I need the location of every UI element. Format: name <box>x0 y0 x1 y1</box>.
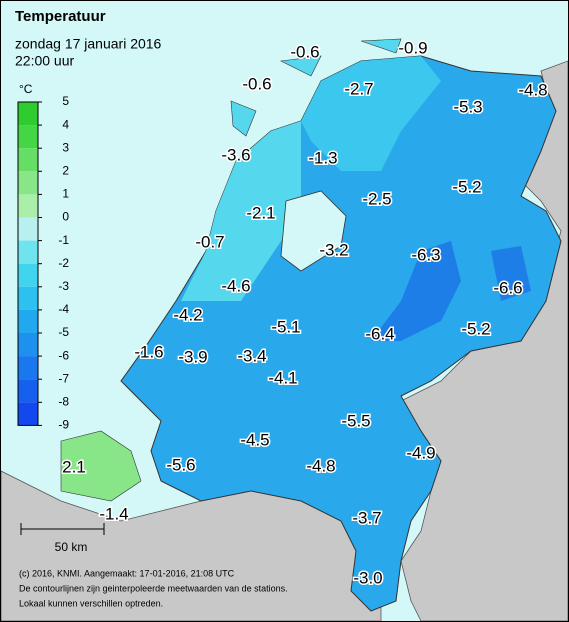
legend-swatch <box>18 194 38 218</box>
station-value: -2.1 <box>246 203 275 222</box>
legend-tick-label: -3 <box>58 279 69 293</box>
legend-tick-label: -2 <box>58 256 69 270</box>
title: Temperatuur <box>15 8 106 25</box>
legend-tick-label: 2 <box>62 163 69 177</box>
contour-zone <box>371 241 461 341</box>
legend-tick-label: -7 <box>58 371 69 385</box>
station-value: -5.2 <box>452 177 481 196</box>
station-value: -3.9 <box>178 347 207 366</box>
station-value: -3.2 <box>319 240 348 259</box>
station-value: -3.6 <box>221 145 250 164</box>
legend-tick-label: -1 <box>58 233 69 247</box>
legend-swatch <box>18 217 38 241</box>
legend-swatch <box>18 102 38 126</box>
legend-tick-label: 5 <box>62 94 69 108</box>
station-value: -2.5 <box>362 189 391 208</box>
station-value: -4.8 <box>306 456 335 475</box>
station-value: -4.2 <box>173 305 202 324</box>
legend-swatch <box>18 240 38 264</box>
legend-tick-label: -6 <box>58 348 69 362</box>
station-value: -4.9 <box>406 443 435 462</box>
station-value: -3.7 <box>352 508 381 527</box>
legend-tick-label: -4 <box>58 302 69 316</box>
station-value: -5.1 <box>271 317 300 336</box>
legend-swatch <box>18 402 38 426</box>
station-value: -6.3 <box>411 245 440 264</box>
legend-swatch <box>18 309 38 333</box>
station-value: -0.6 <box>290 42 319 61</box>
footer-line: Lokaal kunnen verschillen optreden. <box>19 598 163 608</box>
station-value: -5.2 <box>461 319 490 338</box>
station-value: -2.7 <box>344 79 373 98</box>
zeeland <box>60 430 142 502</box>
legend-tick-label: -5 <box>58 325 69 339</box>
legend-swatch <box>18 171 38 195</box>
station-value: -5.6 <box>166 455 195 474</box>
footer-line: (c) 2016, KNMI. Aangemaakt: 17-01-2016, … <box>19 568 235 578</box>
contour-zone <box>181 121 301 301</box>
station-value: -3.4 <box>237 346 266 365</box>
legend-tick-label: 1 <box>62 187 69 201</box>
scale-label: 50 km <box>55 540 88 554</box>
legend-swatch <box>18 263 38 287</box>
station-value: -6.6 <box>493 278 522 297</box>
islands <box>230 38 402 137</box>
contour-zone <box>491 246 531 301</box>
station-value: -1.3 <box>308 148 337 167</box>
legend-swatch <box>18 379 38 403</box>
contour-zone <box>301 56 441 171</box>
station-value: -4.6 <box>221 276 250 295</box>
station-value: -4.1 <box>268 368 297 387</box>
station-value: -5.5 <box>341 411 370 430</box>
station-value: -0.9 <box>398 38 427 57</box>
station-value: -0.6 <box>242 74 271 93</box>
station-value: -5.3 <box>453 97 482 116</box>
legend-swatch <box>18 356 38 380</box>
station-value: -4.8 <box>518 80 547 99</box>
station-value: -6.4 <box>365 324 394 343</box>
station-value: 2.1 <box>62 457 86 476</box>
legend-tick-label: 0 <box>62 210 69 224</box>
ijsselmeer <box>280 190 347 272</box>
legend-tick-label: 4 <box>62 117 69 131</box>
station-value: -4.5 <box>240 430 269 449</box>
station-value: -1.4 <box>99 504 128 523</box>
legend-swatch <box>18 286 38 310</box>
date: zondag 17 januari 2016 <box>15 36 162 52</box>
legend-swatch <box>18 333 38 357</box>
footer-line: De contourlijnen zijn geinterpoleerde me… <box>19 583 288 593</box>
station-value: -1.6 <box>134 342 163 361</box>
legend-swatch <box>18 125 38 149</box>
time: 22:00 uur <box>15 53 74 69</box>
station-value: -3.0 <box>353 568 382 587</box>
legend-tick-label: -8 <box>58 394 69 408</box>
legend-tick-label: 3 <box>62 140 69 154</box>
legend-unit: °C <box>19 82 33 96</box>
legend-tick-label: -9 <box>58 418 69 432</box>
legend-swatch <box>18 148 38 172</box>
station-value: -0.7 <box>195 232 224 251</box>
